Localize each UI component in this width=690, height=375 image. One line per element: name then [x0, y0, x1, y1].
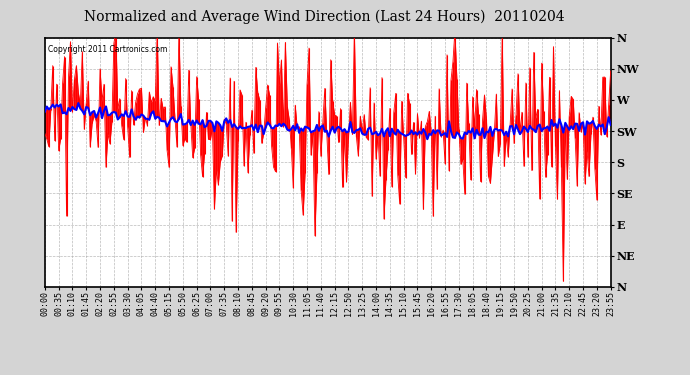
Text: Copyright 2011 Cartronics.com: Copyright 2011 Cartronics.com [48, 45, 167, 54]
Text: Normalized and Average Wind Direction (Last 24 Hours)  20110204: Normalized and Average Wind Direction (L… [84, 9, 564, 24]
